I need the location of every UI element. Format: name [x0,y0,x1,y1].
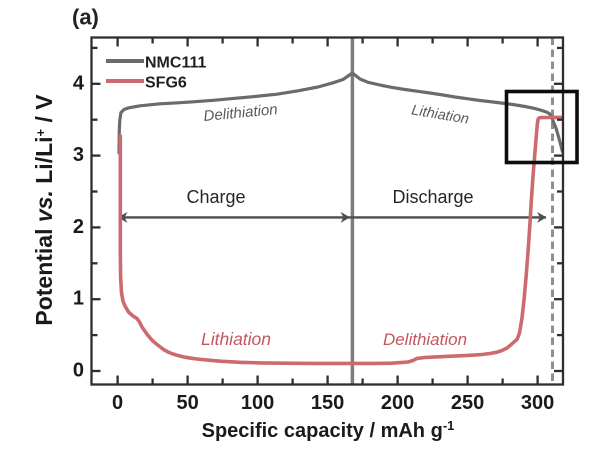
svg-text:(a): (a) [72,5,99,30]
svg-text:Discharge: Discharge [392,187,473,207]
svg-text:NMC111: NMC111 [145,55,206,72]
svg-text:Potential vs. Li/Li+ / V: Potential vs. Li/Li+ / V [31,94,57,326]
svg-text:300: 300 [521,392,554,414]
svg-text:50: 50 [176,392,198,414]
svg-text:Specific capacity / mAh g-1: Specific capacity / mAh g-1 [202,418,455,442]
svg-text:250: 250 [451,392,484,414]
svg-text:0: 0 [73,360,84,382]
svg-text:4: 4 [73,72,85,94]
svg-text:3: 3 [73,144,84,166]
svg-text:100: 100 [241,392,274,414]
svg-text:0: 0 [112,392,123,414]
svg-text:2: 2 [73,216,84,238]
svg-text:Delithiation: Delithiation [383,330,467,349]
svg-text:Lithiation: Lithiation [201,329,271,349]
svg-text:150: 150 [311,392,344,414]
svg-text:Charge: Charge [186,187,245,207]
svg-text:200: 200 [381,392,414,414]
svg-text:SFG6: SFG6 [145,75,187,92]
svg-text:1: 1 [73,288,84,310]
